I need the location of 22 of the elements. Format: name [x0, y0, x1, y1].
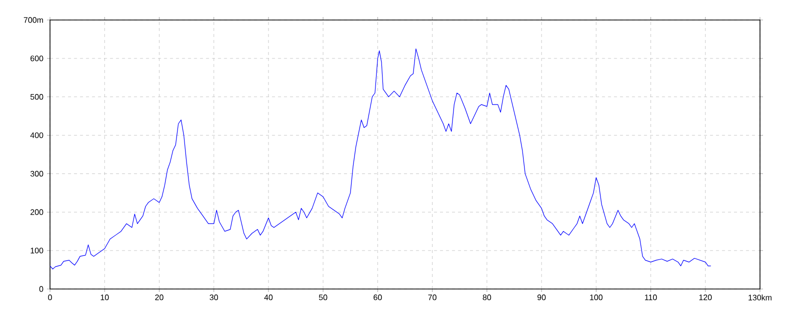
- y-tick-label: 600: [30, 56, 44, 62]
- y-tick-label: 100: [30, 248, 44, 254]
- y-tick-label: 500: [30, 94, 44, 100]
- y-tick-label: 200: [30, 209, 44, 215]
- x-tick-label: 60: [374, 294, 382, 300]
- x-tick-label: 0: [48, 294, 52, 300]
- x-tick-label: 50: [318, 294, 328, 300]
- x-tick-label: 100: [590, 294, 603, 300]
- x-tick-label: 120: [699, 294, 712, 300]
- x-tick-label: 20: [155, 294, 164, 300]
- y-tick-label: 0: [39, 286, 44, 292]
- y-tick-label: 700m: [24, 17, 43, 23]
- x-tick-label: 10: [100, 294, 109, 300]
- y-tick-label: 400: [30, 132, 44, 138]
- x-tick-label: 90: [537, 294, 546, 300]
- x-tick-label: 130km: [748, 294, 772, 300]
- x-tick-label: 110: [645, 294, 657, 300]
- y-tick-label: 300: [30, 170, 44, 177]
- x-tick-label: 80: [482, 294, 492, 300]
- x-tick-label: 40: [264, 294, 273, 300]
- x-tick-label: 30: [210, 294, 218, 300]
- x-tick-label: 70: [428, 294, 436, 300]
